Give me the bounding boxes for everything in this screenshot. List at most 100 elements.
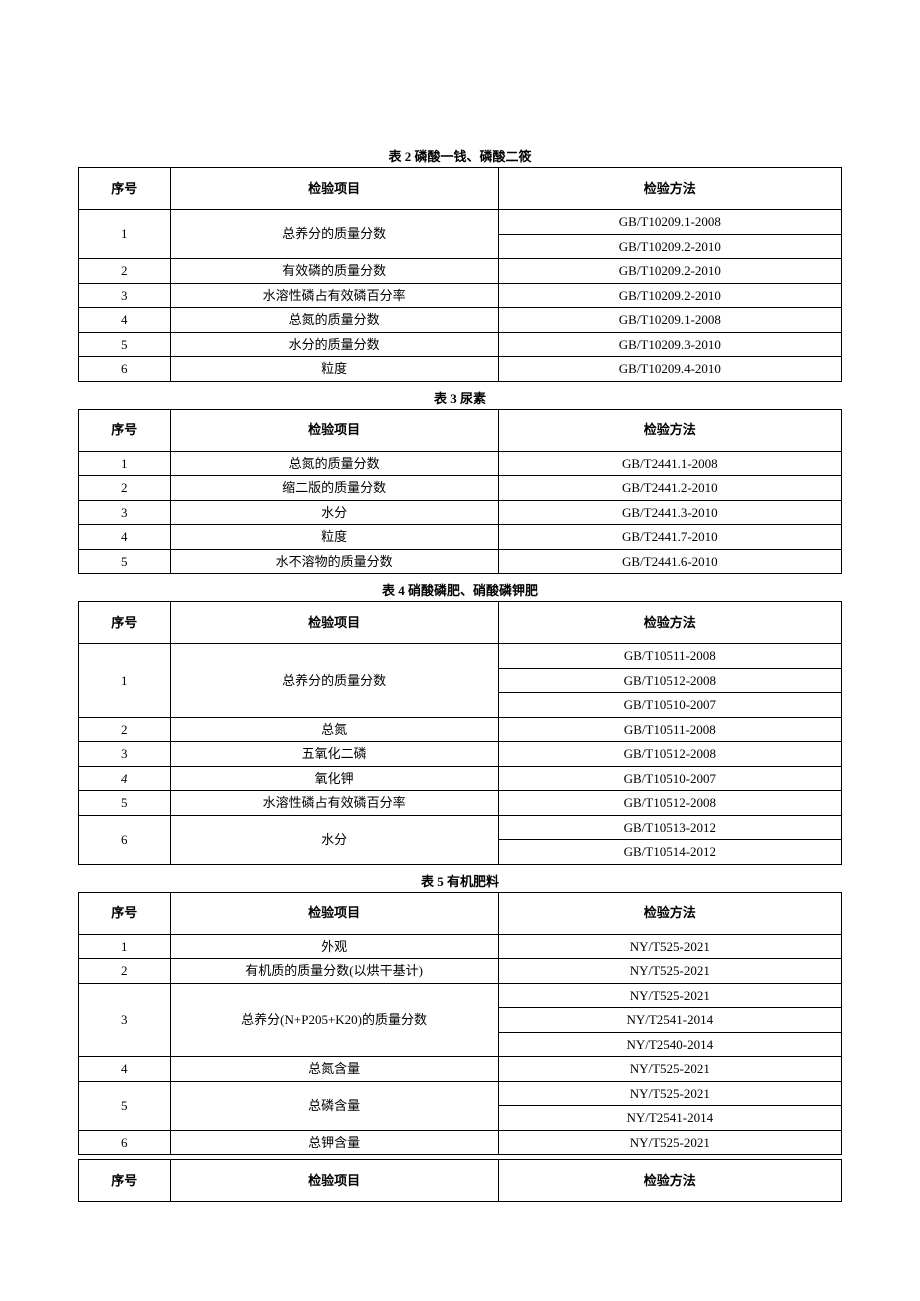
header-item: 检验项目	[170, 409, 498, 451]
cell-method: GB/T10512-2008	[498, 791, 841, 816]
table-row: 6总钾含量NY/T525-2021	[79, 1130, 842, 1155]
header-seq: 序号	[79, 409, 171, 451]
cell-seq: 4	[79, 308, 171, 333]
header-method: 检验方法	[498, 602, 841, 644]
cell-seq: 5	[79, 791, 171, 816]
table-header-row: 序号检验项目检验方法	[79, 602, 842, 644]
table-header-row: 序号 检验项目 检验方法	[79, 1160, 842, 1202]
table-row: 5总磷含量NY/T525-2021	[79, 1081, 842, 1106]
cell-method: GB/T10209.1-2008	[498, 210, 841, 235]
cell-method: GB/T10512-2008	[498, 742, 841, 767]
cell-method: NY/T525-2021	[498, 1057, 841, 1082]
table-title: 表 3 尿素	[78, 388, 842, 407]
header-seq: 序号	[79, 1160, 171, 1202]
cell-seq: 3	[79, 983, 171, 1057]
cell-method: GB/T10510-2007	[498, 693, 841, 718]
table-row: 4总氮含量NY/T525-2021	[79, 1057, 842, 1082]
trailing-header-table: 序号 检验项目 检验方法	[78, 1159, 842, 1202]
cell-item: 总氮含量	[170, 1057, 498, 1082]
table-row: 3水分GB/T2441.3-2010	[79, 500, 842, 525]
tables-container: 表 2 磷酸一钱、磷酸二筱序号检验项目检验方法1总养分的质量分数GB/T1020…	[78, 146, 842, 1155]
cell-item: 总养分的质量分数	[170, 644, 498, 718]
table-row: 4总氮的质量分数GB/T10209.1-2008	[79, 308, 842, 333]
table-row: 5水分的质量分数GB/T10209.3-2010	[79, 332, 842, 357]
header-item: 检验项目	[170, 1160, 498, 1202]
cell-seq: 1	[79, 210, 171, 259]
cell-seq: 1	[79, 451, 171, 476]
cell-item: 总磷含量	[170, 1081, 498, 1130]
table-header-row: 序号检验项目检验方法	[79, 892, 842, 934]
cell-method: NY/T2540-2014	[498, 1032, 841, 1057]
cell-method: GB/T10511-2008	[498, 717, 841, 742]
cell-item: 氧化钾	[170, 766, 498, 791]
cell-seq: 6	[79, 357, 171, 382]
cell-method: GB/T2441.2-2010	[498, 476, 841, 501]
cell-method: GB/T2441.6-2010	[498, 549, 841, 574]
table-row: 2有机质的质量分数(以烘干基计)NY/T525-2021	[79, 959, 842, 984]
cell-seq: 4	[79, 525, 171, 550]
cell-item: 总氮的质量分数	[170, 451, 498, 476]
cell-method: NY/T2541-2014	[498, 1008, 841, 1033]
cell-seq: 3	[79, 283, 171, 308]
data-table: 序号检验项目检验方法 1总氮的质量分数GB/T2441.1-20082缩二版的质量…	[78, 409, 842, 575]
cell-method: GB/T2441.1-2008	[498, 451, 841, 476]
table-row: 3总养分(N+P205+K20)的质量分数NY/T525-2021	[79, 983, 842, 1008]
table-row: 4粒度GB/T2441.7-2010	[79, 525, 842, 550]
cell-method: GB/T10209.1-2008	[498, 308, 841, 333]
cell-seq: 1	[79, 934, 171, 959]
table-row: 1总养分的质量分数GB/T10209.1-2008	[79, 210, 842, 235]
cell-item: 水溶性磷占有效磷百分率	[170, 283, 498, 308]
cell-method: NY/T2541-2014	[498, 1106, 841, 1131]
cell-method: GB/T10209.2-2010	[498, 283, 841, 308]
cell-method: NY/T525-2021	[498, 1130, 841, 1155]
cell-item: 水分	[170, 815, 498, 864]
cell-method: GB/T2441.7-2010	[498, 525, 841, 550]
table-row: 1外观NY/T525-2021	[79, 934, 842, 959]
table-row: 3五氧化二磷GB/T10512-2008	[79, 742, 842, 767]
cell-method: NY/T525-2021	[498, 1081, 841, 1106]
cell-seq: 3	[79, 500, 171, 525]
cell-seq: 2	[79, 959, 171, 984]
cell-method: GB/T10510-2007	[498, 766, 841, 791]
cell-seq: 1	[79, 644, 171, 718]
cell-item: 总养分的质量分数	[170, 210, 498, 259]
cell-item: 粒度	[170, 357, 498, 382]
cell-method: GB/T10209.2-2010	[498, 234, 841, 259]
header-item: 检验项目	[170, 602, 498, 644]
cell-item: 水溶性磷占有效磷百分率	[170, 791, 498, 816]
table-row: 2缩二版的质量分数GB/T2441.2-2010	[79, 476, 842, 501]
cell-item: 粒度	[170, 525, 498, 550]
data-table: 序号检验项目检验方法1总养分的质量分数GB/T10511-2008GB/T105…	[78, 601, 842, 865]
cell-seq: 5	[79, 332, 171, 357]
cell-item: 总氮	[170, 717, 498, 742]
cell-method: GB/T2441.3-2010	[498, 500, 841, 525]
cell-item: 总氮的质量分数	[170, 308, 498, 333]
cell-item: 五氧化二磷	[170, 742, 498, 767]
table-row: 5水不溶物的质量分数GB/T2441.6-2010	[79, 549, 842, 574]
cell-method: GB/T10209.2-2010	[498, 259, 841, 284]
cell-seq: 2	[79, 717, 171, 742]
table-title: 表 5 有机肥料	[78, 871, 842, 890]
cell-item: 缩二版的质量分数	[170, 476, 498, 501]
cell-method: GB/T10209.4-2010	[498, 357, 841, 382]
cell-item: 总钾含量	[170, 1130, 498, 1155]
data-table: 序号检验项目检验方法1外观NY/T525-20212有机质的质量分数(以烘干基计…	[78, 892, 842, 1156]
cell-seq: 5	[79, 549, 171, 574]
header-method: 检验方法	[498, 168, 841, 210]
table-row: 1总养分的质量分数GB/T10511-2008	[79, 644, 842, 669]
cell-method: GB/T10209.3-2010	[498, 332, 841, 357]
cell-method: GB/T10514-2012	[498, 840, 841, 865]
table-row: 6水分GB/T10513-2012	[79, 815, 842, 840]
cell-seq: 5	[79, 1081, 171, 1130]
cell-item: 水不溶物的质量分数	[170, 549, 498, 574]
header-seq: 序号	[79, 892, 171, 934]
cell-item: 水分	[170, 500, 498, 525]
cell-method: NY/T525-2021	[498, 934, 841, 959]
cell-seq: 4	[79, 1057, 171, 1082]
cell-item: 总养分(N+P205+K20)的质量分数	[170, 983, 498, 1057]
header-method: 检验方法	[498, 409, 841, 451]
cell-method: GB/T10511-2008	[498, 644, 841, 669]
cell-item: 外观	[170, 934, 498, 959]
cell-method: NY/T525-2021	[498, 983, 841, 1008]
cell-seq: 3	[79, 742, 171, 767]
